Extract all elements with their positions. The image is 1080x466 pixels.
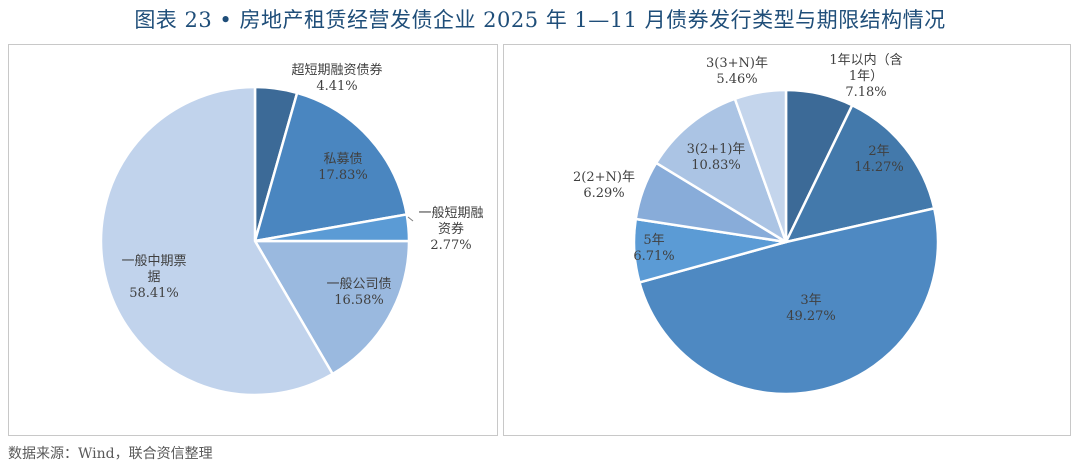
slice-label-2-2-n-年: 2(2+N)年 6.29%: [573, 170, 635, 201]
slice-name-line: 3(3+N)年: [706, 56, 768, 71]
slice-label-超短期融资债券: 超短期融资债券 4.41%: [291, 62, 382, 94]
bond-type-pie-chart: 超短期融资债券 4.41% 私募债 17.83% 一般短期融资券 2.77% 一般公司债 16…: [99, 62, 484, 397]
slice-percent: 16.58%: [334, 293, 384, 308]
pie-slice-一般中期票据: [99, 85, 334, 397]
slice-label-3-2-1-年: 3(2+1)年 10.83%: [687, 142, 746, 173]
bond-term-chart-panel: 1年以内（含 1年） 7.18% 2年 14.27% 3年 49.27% 5年 6.71% 2(2…: [503, 44, 1071, 436]
slice-label-私募债: 私募债 17.83%: [318, 152, 368, 183]
leader-line-一般短期融资券: [407, 216, 414, 222]
slice-name-line: 5年: [643, 233, 664, 248]
slice-name-line: 据: [147, 270, 160, 285]
slice-percent: 6.71%: [633, 249, 674, 264]
slice-name-line: 3年: [800, 293, 821, 308]
slice-percent: 58.41%: [129, 286, 179, 301]
slice-label-3-3-n-年: 3(3+N)年 5.46%: [706, 56, 768, 87]
slice-label-一般公司债: 一般公司债 16.58%: [326, 276, 391, 308]
slice-label-5年: 5年 6.71%: [633, 233, 674, 264]
slice-percent: 5.46%: [716, 72, 757, 87]
slice-name-line: 3(2+1)年: [687, 142, 746, 157]
slice-percent: 4.41%: [316, 79, 357, 94]
pie-slice-3年: [638, 207, 940, 396]
slice-label-2年: 2年 14.27%: [854, 144, 904, 175]
source-note: 数据来源：Wind，联合资信整理: [8, 446, 213, 462]
slice-name-line: 超短期融资债券: [291, 62, 382, 78]
slice-label-1年以内-含1年: 1年以内（含 1年） 7.18%: [829, 52, 902, 100]
bond-term-pie-chart: 1年以内（含 1年） 7.18% 2年 14.27% 3年 49.27% 5年 6.71% 2(2…: [573, 52, 940, 396]
slice-name-line: 1年）: [849, 69, 883, 84]
slice-percent: 17.83%: [318, 168, 368, 183]
pie-slice-3-3-n-年: [733, 88, 788, 244]
pie-slice-2年: [784, 103, 936, 244]
slice-name-line: 2(2+N)年: [573, 170, 635, 185]
slice-percent: 14.27%: [854, 160, 904, 175]
slice-label-一般中期票据: 一般中期票据 58.41%: [121, 253, 186, 301]
slice-label-3年: 3年 49.27%: [786, 293, 836, 324]
slice-percent: 7.18%: [845, 85, 886, 100]
slice-name-line: 一般中期票: [121, 253, 186, 269]
slice-label-一般短期融资券: 一般短期融资券 2.77%: [418, 205, 483, 253]
slice-percent: 6.29%: [583, 186, 624, 201]
pie-slice-私募债: [253, 91, 408, 243]
pie-slice-一般公司债: [253, 239, 411, 376]
bond-type-chart-panel: 超短期融资债券 4.41% 私募债 17.83% 一般短期融资券 2.77% 一般公司债 16…: [8, 44, 498, 436]
slice-name-line: 一般短期融: [418, 205, 483, 221]
slice-name-line: 私募债: [323, 152, 362, 167]
slice-percent: 10.83%: [691, 158, 741, 173]
slice-name-line: 一般公司债: [326, 276, 391, 292]
pie-slice-3-2-1-年: [654, 97, 788, 244]
page-title: 图表 23 • 房地产租赁经营发债企业 2025 年 1—11 月债券发行类型与…: [134, 8, 946, 32]
slice-name-line: 1年以内（含: [829, 52, 902, 68]
slice-name-line: 2年: [868, 144, 889, 159]
slice-name-line: 资券: [438, 221, 464, 237]
slice-percent: 49.27%: [786, 309, 836, 324]
slice-percent: 2.77%: [430, 238, 471, 253]
